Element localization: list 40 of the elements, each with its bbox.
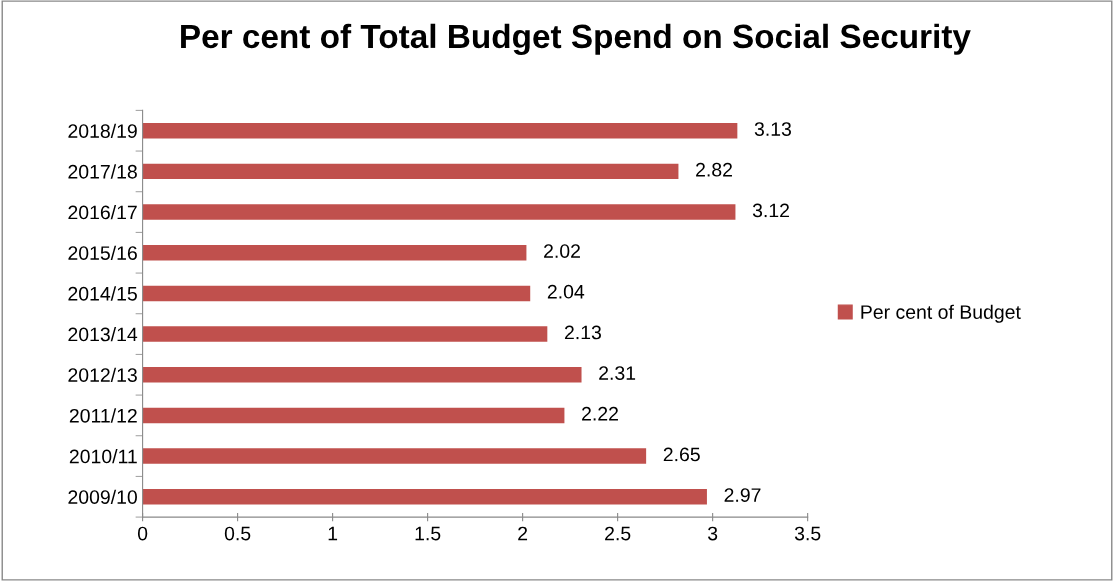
x-tick-label: 2 xyxy=(518,526,528,541)
y-tick-label: 2015/16 xyxy=(68,245,137,260)
x-tick-label: 1.5 xyxy=(415,526,441,541)
data-label: 2.31 xyxy=(599,366,636,380)
y-tick-label: 2016/17 xyxy=(68,205,137,220)
y-tick-label: 2018/19 xyxy=(68,123,137,138)
bar xyxy=(142,204,736,220)
bar xyxy=(142,448,647,464)
x-tick-label: 3.5 xyxy=(794,526,821,541)
chart-title: Per cent of Total Budget Spend on Social Security xyxy=(181,23,971,55)
data-label: 2.97 xyxy=(724,488,761,502)
bar xyxy=(142,285,531,302)
y-tick-label: 2010/11 xyxy=(69,449,137,464)
data-label: 2.65 xyxy=(663,447,700,462)
bar xyxy=(142,367,582,383)
y-tick-label: 2017/18 xyxy=(68,164,137,179)
bar xyxy=(142,326,548,342)
data-label: 3.12 xyxy=(752,203,789,218)
y-tick-label: 2009/10 xyxy=(68,489,137,504)
y-tick-label: 2011/12 xyxy=(69,408,137,423)
data-label: 2.04 xyxy=(547,284,585,299)
legend-label: Per cent of Budget xyxy=(861,304,1021,323)
x-tick-label: 2.5 xyxy=(605,526,631,541)
data-label: 2.02 xyxy=(544,244,580,258)
bar xyxy=(142,407,565,424)
bar xyxy=(142,123,738,139)
x-tick-label: 1 xyxy=(328,526,338,541)
y-tick-label: 2014/15 xyxy=(68,286,137,301)
x-tick-label: 0 xyxy=(137,526,148,541)
data-label: 2.82 xyxy=(696,162,732,177)
x-tick-label: 3 xyxy=(707,526,718,541)
bar xyxy=(142,163,679,180)
y-tick-label: 2013/14 xyxy=(68,327,138,342)
data-label: 2.13 xyxy=(564,325,601,340)
bar xyxy=(142,245,527,261)
y-tick-label: 2012/13 xyxy=(68,367,137,382)
data-label: 3.13 xyxy=(754,122,791,136)
x-tick-label: 0.5 xyxy=(224,526,251,541)
data-label: 2.22 xyxy=(582,406,618,421)
bar xyxy=(142,489,707,505)
